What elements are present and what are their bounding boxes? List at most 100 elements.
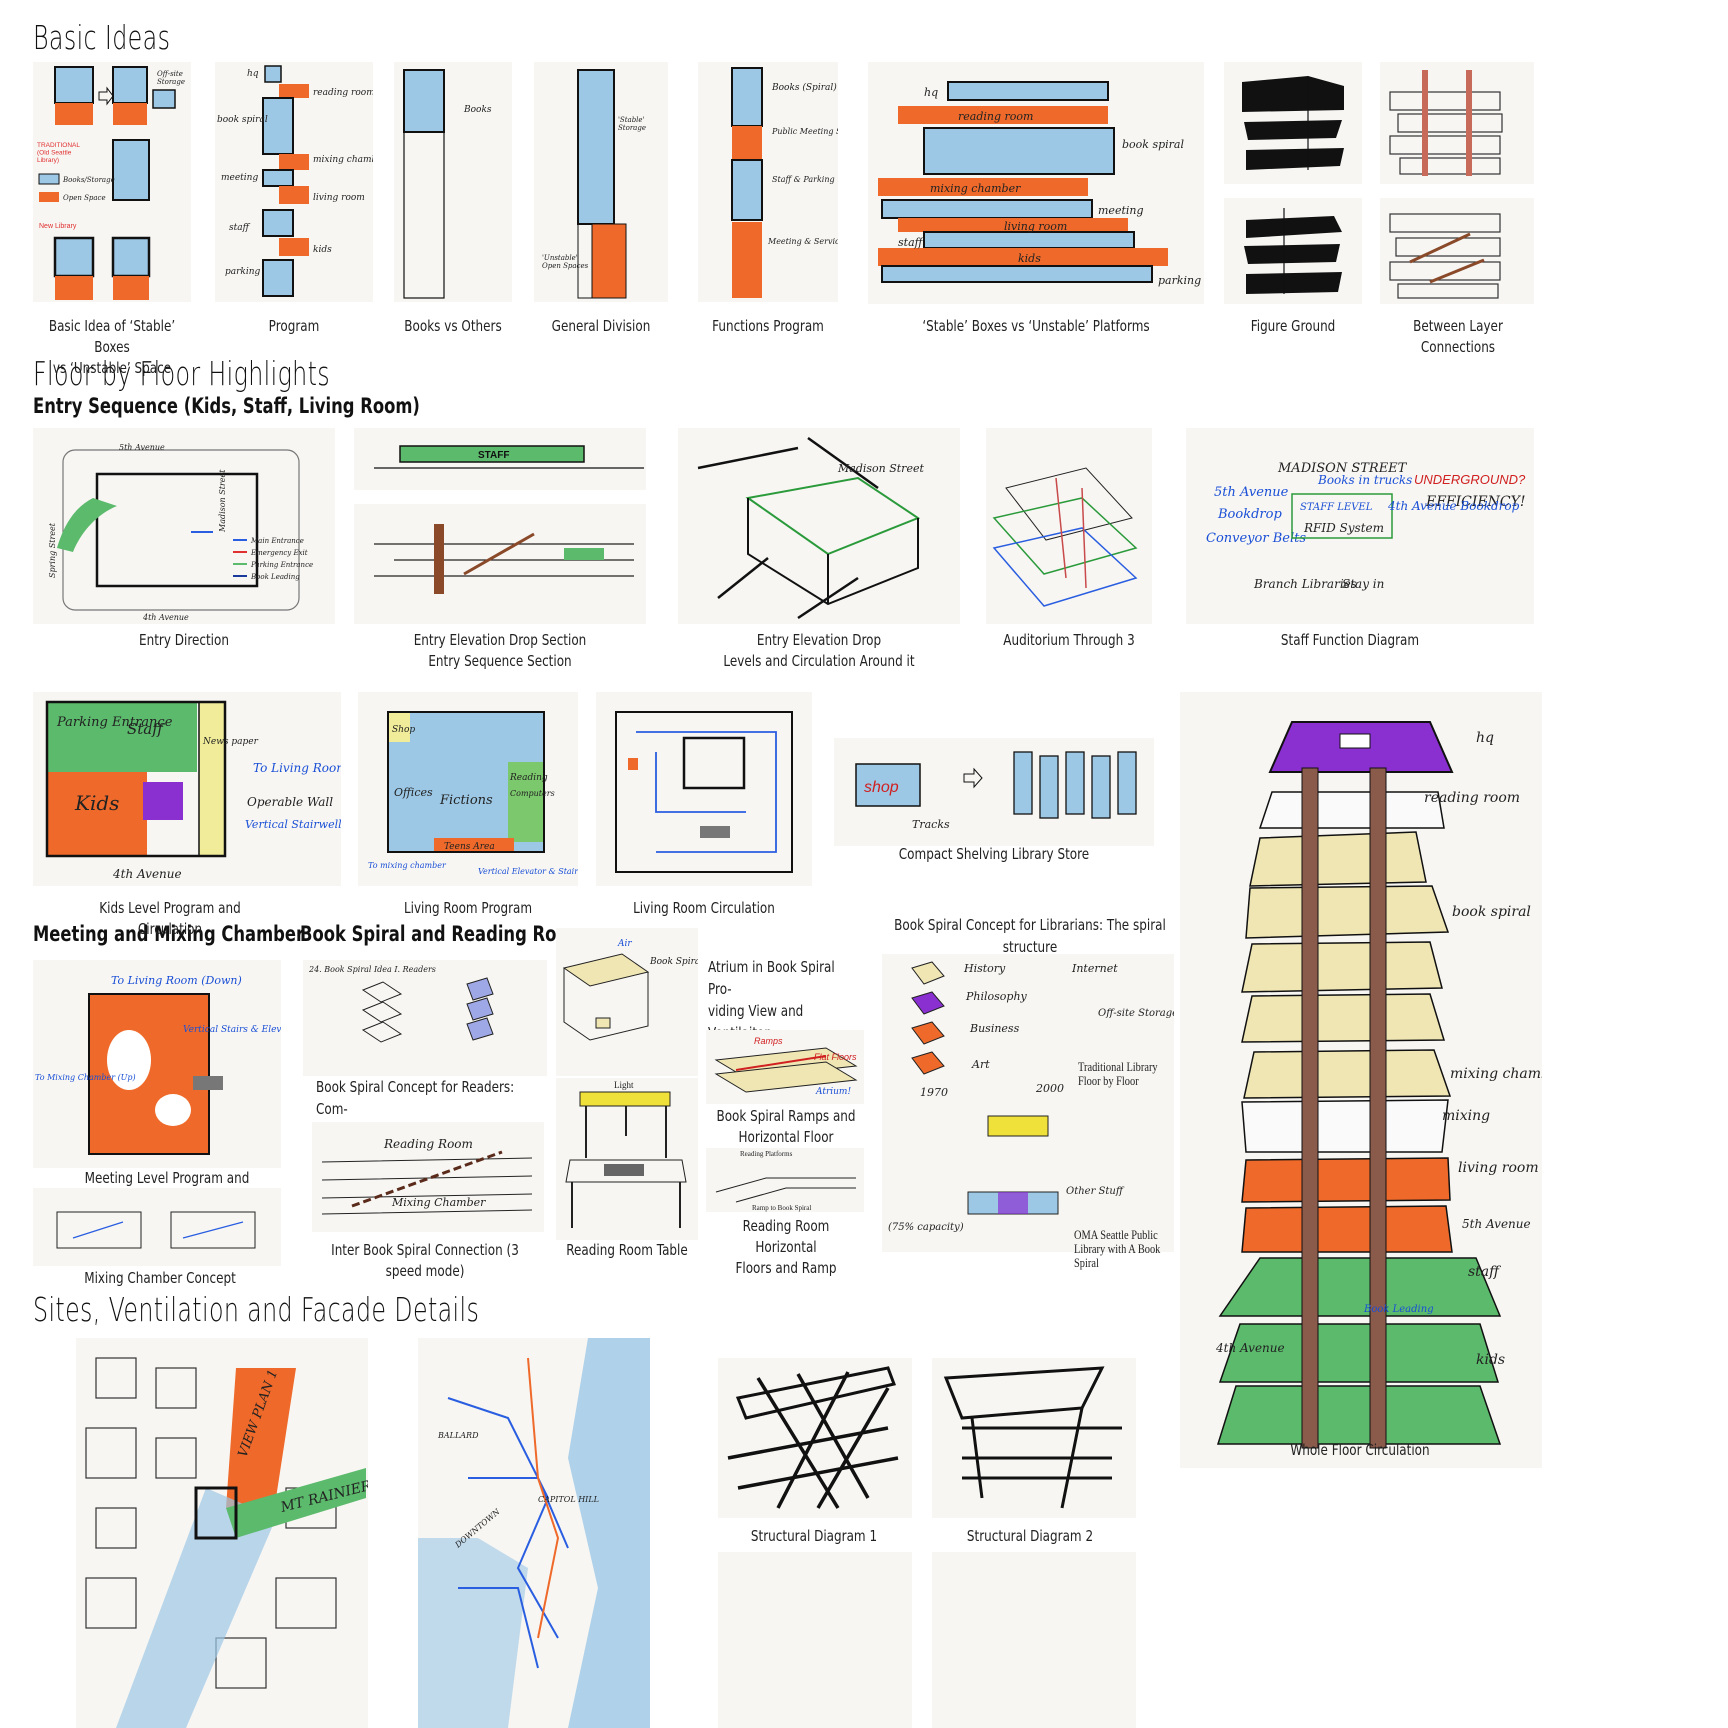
kids-operable-wall: Operable Wall bbox=[247, 795, 333, 809]
sketch-structural-2 bbox=[932, 1358, 1136, 1518]
sketch-structural-1 bbox=[718, 1358, 912, 1518]
lib-philosophy: Philosophy bbox=[965, 990, 1028, 1003]
caption-kids-level: Kids Level Program and Circulation bbox=[99, 899, 241, 938]
caption-inter-spiral: Inter Book Spiral Connection (3 speed mo… bbox=[331, 1241, 519, 1280]
legend-parking-entrance: Parking Entrance bbox=[250, 561, 313, 569]
sketch-auditorium bbox=[986, 428, 1152, 624]
functions-public-meeting: Public Meeting Space bbox=[771, 127, 838, 136]
lib-internet: Internet bbox=[1071, 962, 1118, 975]
sketch-spiral-librarians: History Philosophy Business Art Internet… bbox=[882, 954, 1174, 1252]
program-mixing-chamber: mixing chamber bbox=[313, 155, 373, 165]
caption-figure-ground: Figure Ground bbox=[1250, 317, 1336, 335]
platform-kids: kids bbox=[1018, 252, 1041, 265]
sketch-site-view: VIEW PLAN 1 MT RAINIER bbox=[76, 1338, 368, 1728]
platform-living-room: living room bbox=[1004, 220, 1067, 233]
kids-newspaper: News paper bbox=[202, 737, 259, 747]
caption-auditorium: Auditorium Through 3 bbox=[1003, 631, 1135, 649]
tracks-label: Tracks bbox=[912, 818, 950, 831]
sketch-staff-function: MADISON STREET Books in trucks UNDERGROU… bbox=[1186, 428, 1534, 624]
tower-5th-ave: 5th Avenue bbox=[1462, 1217, 1531, 1231]
lib-other-stuff: Other Stuff bbox=[1066, 1186, 1125, 1197]
staff-efficiency: EFFICIENCY! bbox=[1425, 494, 1525, 510]
caption-entry-direction: Entry Direction bbox=[139, 631, 229, 649]
legend-book-leading: Book Leading bbox=[250, 573, 300, 581]
living-fictions: Fictions bbox=[439, 793, 493, 808]
staff-4th-bookdrop: 4th Avenue Bookdrop bbox=[1387, 499, 1520, 513]
inter-reading-room: Reading Room bbox=[383, 1137, 473, 1151]
staff-5th-ave: 5th Avenue bbox=[1214, 485, 1289, 500]
sketch-stable-vs-unstable: hq reading room book spiral mixing chamb… bbox=[868, 62, 1204, 304]
readers-title: 24. Book Spiral Idea I. Readers bbox=[308, 965, 436, 974]
sketch-site-map: BALLARD CAPITOL HILL DOWNTOWN bbox=[418, 1338, 650, 1728]
platform-meeting: meeting bbox=[1098, 204, 1144, 217]
shop-word: shop bbox=[864, 779, 899, 796]
inter-mixing-chamber: Mixing Chamber bbox=[391, 1196, 486, 1209]
reading-table-light: Light bbox=[614, 1080, 634, 1090]
living-offices: Offices bbox=[394, 786, 433, 799]
tower-4th-ave: 4th Avenue bbox=[1215, 1341, 1285, 1355]
sketch-stable-boxes: Off-site Storage TRADITIONAL (Old Seattle L… bbox=[33, 62, 191, 302]
program-staff: staff bbox=[229, 223, 251, 233]
sketch-entry-elevation-top: STAFF bbox=[354, 428, 646, 490]
sketch-mixing-concept bbox=[33, 1188, 281, 1266]
caption-general-division: General Division bbox=[551, 317, 651, 335]
kids-staff: Staff bbox=[127, 720, 165, 738]
subsection-title-entry-sequence: Entry Sequence (Kids, Staff, Living Room… bbox=[33, 394, 420, 418]
caption-stable-boxes: Basic Idea of ‘Stable’ Boxes vs ‘Unstabl… bbox=[48, 317, 176, 377]
caption-structural-2: Structural Diagram 2 bbox=[966, 1527, 1094, 1545]
section-title-floor-by-floor: Floor by Floor Highlights bbox=[33, 354, 331, 393]
living-teens: Teens Area bbox=[444, 842, 495, 852]
staff-madison: MADISON STREET bbox=[1277, 461, 1408, 476]
program-reading-room: reading room bbox=[313, 88, 373, 98]
offsite-storage-label: Off-site Storage bbox=[157, 70, 185, 86]
sketch-atrium: Air Book Spiral bbox=[556, 928, 698, 1076]
subsection-title-book-spiral: Book Spiral and Reading Room bbox=[300, 922, 585, 946]
sketch-structural-3 bbox=[718, 1552, 912, 1728]
platform-staff: staff bbox=[898, 236, 925, 249]
svg-text:STAFF: STAFF bbox=[478, 450, 509, 461]
caption-program: Program bbox=[268, 317, 320, 335]
caption-reading-floors: Reading Room Horizontal Floors and Ramp bbox=[735, 1217, 837, 1277]
lib-capacity: (75% capacity) bbox=[888, 1222, 964, 1233]
books-label: Books bbox=[463, 105, 492, 115]
ramps-label: Ramps bbox=[754, 1036, 783, 1046]
atrium-label: Atrium! bbox=[815, 1087, 851, 1097]
caption-living-room-program: Living Room Program bbox=[403, 899, 533, 917]
functions-staff-parking: Staff & Parking bbox=[772, 175, 835, 184]
caption-stable-vs-unstable: ‘Stable’ Boxes vs ‘Unstable’ Platforms bbox=[922, 317, 1150, 335]
platform-parking: parking bbox=[1158, 274, 1201, 287]
sketch-program: hq reading room book spiral mixing chamb… bbox=[215, 62, 373, 302]
lib-2000: 2000 bbox=[1035, 1082, 1064, 1095]
flat-floors-label: Flat Floors bbox=[814, 1052, 857, 1062]
entry-5th-ave: 5th Avenue bbox=[119, 443, 165, 452]
site-capitol-hill: CAPITOL HILL bbox=[538, 1495, 599, 1504]
kids-4th-ave: 4th Avenue bbox=[112, 867, 182, 881]
sketch-between-layer-bottom bbox=[1380, 198, 1534, 304]
sketch-general-division: 'Stable' Storage 'Unstable' Open Spaces bbox=[534, 62, 668, 302]
lib-art: Art bbox=[971, 1058, 990, 1071]
traditional-label: TRADITIONAL (Old Seattle Library) bbox=[37, 142, 80, 164]
kids-vertical: Vertical Stairwell & Elevators bbox=[245, 818, 341, 831]
kids-to-living: To Living Room bbox=[253, 761, 341, 775]
tower-kids: kids bbox=[1476, 1352, 1505, 1368]
traditional-floor-label: Traditional Library Floor by Floor bbox=[1078, 1059, 1158, 1088]
tower-mixing: mixing bbox=[1442, 1108, 1490, 1124]
tower-reading-room: reading room bbox=[1424, 790, 1520, 806]
sketch-figure-ground-top bbox=[1224, 62, 1362, 184]
levels-madison: Madison Street bbox=[837, 462, 924, 475]
subsection-title-meeting-mixing: Meeting and Mixing Chamber bbox=[33, 922, 305, 946]
books-storage-legend: Books/Storage bbox=[62, 176, 115, 184]
staff-level: STAFF LEVEL bbox=[1300, 502, 1373, 513]
caption-books-vs-others: Books vs Others bbox=[404, 317, 502, 335]
staff-stay-in: Stay in bbox=[1342, 577, 1384, 591]
living-to-mixing: To mixing chamber bbox=[368, 861, 447, 870]
new-library-label: New Library bbox=[39, 223, 77, 230]
lib-offsite: Off-site Storage bbox=[1098, 1008, 1174, 1019]
sketch-inter-spiral: Reading Room Mixing Chamber bbox=[312, 1122, 544, 1232]
program-kids: kids bbox=[313, 245, 332, 255]
stable-storage-label: 'Stable' Storage bbox=[618, 116, 646, 132]
caption-functions-program: Functions Program bbox=[712, 317, 824, 335]
legend-main-entrance: Main Entrance bbox=[250, 537, 304, 545]
lib-business: Business bbox=[969, 1022, 1020, 1035]
caption-staff-function: Staff Function Diagram bbox=[1280, 631, 1420, 649]
